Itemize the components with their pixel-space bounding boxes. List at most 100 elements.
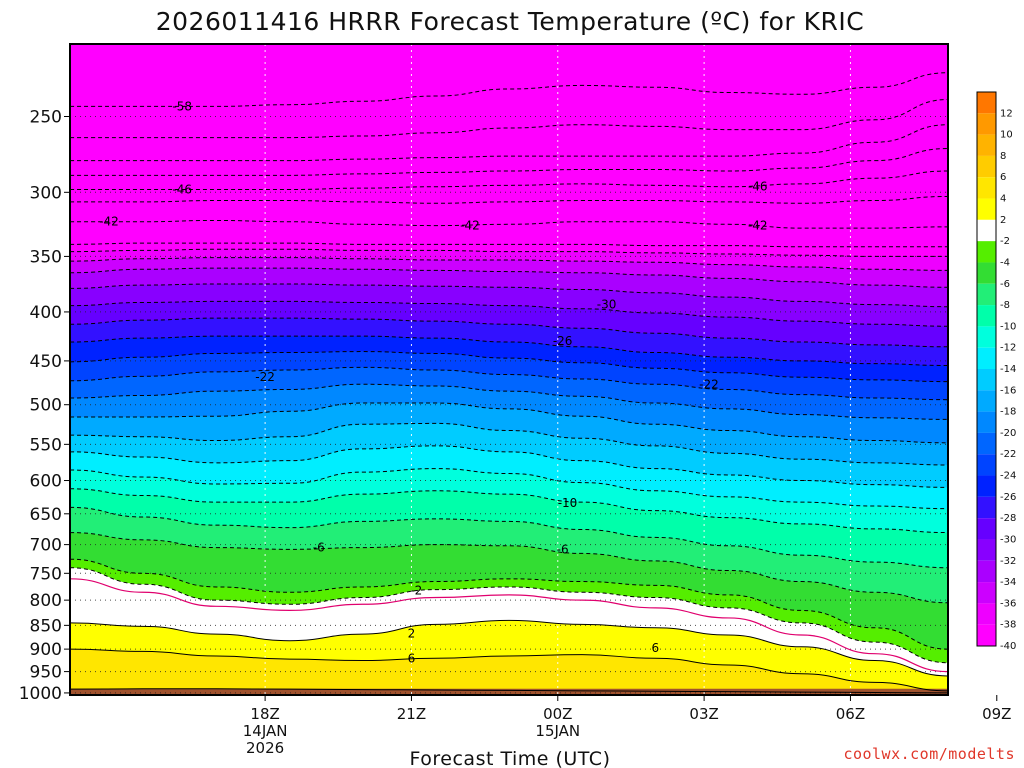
- pressure-tick-label: 250: [30, 107, 62, 127]
- colorbar-bin: [977, 369, 996, 391]
- colorbar-bin: [977, 92, 996, 114]
- contour-label: -46: [172, 183, 192, 197]
- colorbar-label: -38: [1000, 620, 1016, 631]
- upper-isotherm-line: [70, 99, 948, 139]
- colorbar-bin: [977, 560, 996, 583]
- colorbar-label: -36: [1000, 598, 1016, 609]
- temperature-band: [70, 649, 948, 695]
- chart-title: 2026011416 HRRR Forecast Temperature (ºC…: [156, 7, 865, 36]
- pressure-tick-label: 900: [30, 640, 62, 660]
- contour-label: 6: [652, 641, 660, 655]
- contour-label: -6: [557, 542, 569, 556]
- colorbar-bin: [977, 305, 996, 327]
- time-tick-date: 14JAN: [243, 722, 288, 740]
- colorbar-label: -30: [1000, 534, 1016, 545]
- colorbar-label: 4: [1000, 194, 1006, 205]
- colorbar-label: -32: [1000, 556, 1016, 567]
- colorbar-bin: [977, 624, 996, 646]
- contour-label: -2: [410, 584, 422, 598]
- colorbar-label: 10: [1000, 130, 1013, 141]
- colorbar-bin: [977, 539, 996, 561]
- colorbar-label: 2: [1000, 215, 1006, 226]
- colorbar-frame: [976, 91, 997, 647]
- pressure-tick-label: 650: [30, 505, 62, 525]
- colorbar-bin: [977, 198, 996, 220]
- colorbar-label: 8: [1000, 151, 1006, 162]
- contour-label: 6: [408, 651, 416, 665]
- colorbar-label: -14: [1000, 364, 1016, 375]
- time-tick-label: 18Z: [250, 705, 279, 723]
- temperature-fill-layers: [70, 44, 948, 695]
- isotherm-line: [70, 242, 948, 248]
- colorbar-bin: [977, 518, 996, 540]
- contour-label: -30: [597, 298, 617, 312]
- time-tick-label: 03Z: [689, 705, 718, 723]
- isotherm-line: [70, 688, 948, 694]
- contour-label: 2: [408, 627, 416, 641]
- plot-frame: [69, 43, 949, 696]
- colorbar-label: -28: [1000, 513, 1016, 524]
- isotherm-contours: [70, 72, 948, 694]
- pressure-tick-label: 450: [30, 352, 62, 372]
- colorbar-label: 12: [1000, 108, 1013, 119]
- colorbar-bin: [977, 454, 996, 476]
- colorbar-bin: [977, 241, 996, 263]
- contour-label: -42: [748, 219, 768, 233]
- colorbar-bin: [977, 582, 996, 604]
- colorbar-label: -24: [1000, 471, 1016, 482]
- time-tick-label: 21Z: [397, 705, 426, 723]
- upper-isotherm-line: [70, 147, 948, 176]
- isotherm-line: [70, 648, 948, 692]
- pressure-tick-label: 300: [30, 183, 62, 203]
- isotherm-line: [70, 488, 948, 534]
- isotherm-line: [70, 578, 948, 673]
- colorbar-bin: [977, 177, 996, 199]
- colorbar-bin: [977, 432, 996, 455]
- colorbar-bin: [977, 390, 996, 412]
- pressure-tick-label: 1000: [19, 684, 62, 704]
- upper-isotherm-line: [70, 195, 948, 204]
- pressure-tick-label: 600: [30, 472, 62, 492]
- colorbar-bin: [977, 155, 996, 178]
- isotherm-line: [70, 422, 948, 466]
- colorbar-bin: [977, 475, 996, 497]
- isotherm-line: [70, 532, 948, 604]
- colorbar-label: -12: [1000, 343, 1016, 354]
- colorbar-label: -40: [1000, 641, 1016, 652]
- colorbar-label: -18: [1000, 407, 1016, 418]
- isotherm-line: [70, 619, 948, 677]
- colorbar-bin: [977, 283, 996, 306]
- contour-label: -10: [558, 496, 578, 510]
- isotherm-line: [70, 506, 948, 569]
- contour-labels: -58-46-42 -42-46-42-30-26-22-22-10-6 -6-22…: [99, 99, 767, 665]
- colorbar-bin: [977, 326, 996, 348]
- upper-isotherm-line: [70, 124, 948, 162]
- colorbar-label: -22: [1000, 449, 1016, 460]
- colorbar-label: -8: [1000, 300, 1010, 311]
- upper-isotherm-line: [70, 170, 948, 191]
- time-tick-label: 00Z: [543, 705, 572, 723]
- pressure-tick-label: 550: [30, 435, 62, 455]
- colorbar-bin: [977, 496, 996, 519]
- colorbar-bin: [977, 603, 996, 625]
- time-tick-year: 2026: [246, 739, 284, 757]
- colorbar-label: -26: [1000, 492, 1016, 503]
- time-tick-label: 06Z: [836, 705, 865, 723]
- pressure-tick-label: 800: [30, 591, 62, 611]
- ground-layer: [70, 688, 948, 695]
- pressure-tick-label: 400: [30, 303, 62, 323]
- colorbar-bin: [977, 347, 996, 369]
- contour-label: -6: [313, 541, 325, 555]
- contour-label: -46: [748, 180, 768, 194]
- colorbar-label: -16: [1000, 385, 1016, 396]
- time-tick-date: 15JAN: [535, 722, 580, 740]
- colorbar-bin: [977, 219, 996, 242]
- pressure-tick-label: 700: [30, 536, 62, 556]
- colorbar-label: -20: [1000, 428, 1016, 439]
- pressure-tick-label: 500: [30, 396, 62, 416]
- pressure-tick-label: 350: [30, 247, 62, 267]
- colorbar-bin: [977, 411, 996, 433]
- contour-label: -58: [172, 99, 192, 113]
